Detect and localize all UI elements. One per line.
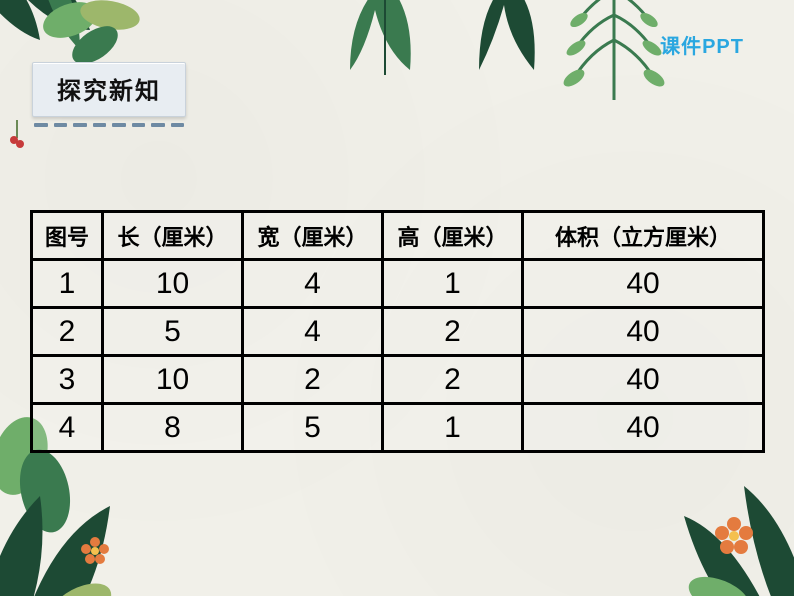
cell-volume: 40	[523, 404, 764, 452]
table-header-row: 图号 长（厘米） 宽（厘米） 高（厘米） 体积（立方厘米）	[32, 212, 764, 260]
cell-volume: 40	[523, 260, 764, 308]
cell-id: 2	[32, 308, 103, 356]
cell-width: 5	[243, 404, 383, 452]
flower-bottom-right	[714, 516, 754, 556]
data-table: 图号 长（厘米） 宽（厘米） 高（厘米） 体积（立方厘米） 1 10 4 1 4…	[30, 210, 762, 453]
cell-height: 1	[383, 260, 523, 308]
cell-length: 5	[103, 308, 243, 356]
cell-height: 2	[383, 356, 523, 404]
col-header-id: 图号	[32, 212, 103, 260]
cell-width: 4	[243, 260, 383, 308]
berries-top-left	[8, 120, 26, 150]
foliage-top-right-small	[464, 0, 554, 90]
section-badge-underline	[32, 123, 186, 129]
table-row: 1 10 4 1 40	[32, 260, 764, 308]
cell-height: 2	[383, 308, 523, 356]
table-row: 3 10 2 2 40	[32, 356, 764, 404]
foliage-bottom-left	[0, 456, 140, 596]
cell-width: 2	[243, 356, 383, 404]
table-row: 2 5 4 2 40	[32, 308, 764, 356]
ppt-label: 课件PPT	[660, 30, 744, 59]
cell-volume: 40	[523, 356, 764, 404]
foliage-top-center	[330, 0, 440, 90]
table-row: 4 8 5 1 40	[32, 404, 764, 452]
cell-height: 1	[383, 404, 523, 452]
section-badge: 探究新知	[32, 62, 186, 129]
cell-length: 10	[103, 356, 243, 404]
cell-width: 4	[243, 308, 383, 356]
col-header-width: 宽（厘米）	[243, 212, 383, 260]
cell-id: 3	[32, 356, 103, 404]
cell-id: 4	[32, 404, 103, 452]
cell-length: 8	[103, 404, 243, 452]
cell-id: 1	[32, 260, 103, 308]
foliage-top-right	[554, 0, 674, 110]
section-badge-title: 探究新知	[32, 62, 186, 117]
col-header-length: 长（厘米）	[103, 212, 243, 260]
foliage-bottom-right	[674, 456, 794, 596]
col-header-volume: 体积（立方厘米）	[523, 212, 764, 260]
col-header-height: 高（厘米）	[383, 212, 523, 260]
cell-length: 10	[103, 260, 243, 308]
cell-volume: 40	[523, 308, 764, 356]
flower-bottom-left	[80, 536, 110, 566]
